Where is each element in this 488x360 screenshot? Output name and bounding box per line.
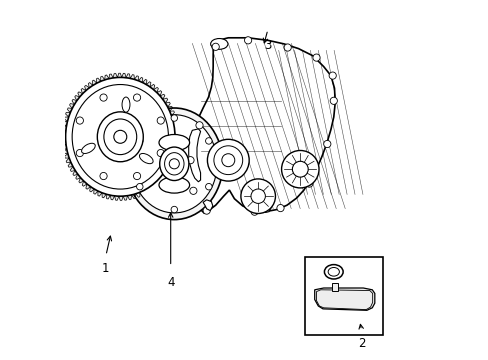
- Circle shape: [157, 149, 164, 157]
- Polygon shape: [61, 73, 179, 201]
- Circle shape: [171, 206, 177, 213]
- Circle shape: [205, 138, 212, 144]
- Ellipse shape: [139, 153, 153, 164]
- Polygon shape: [203, 200, 212, 211]
- Circle shape: [169, 159, 179, 169]
- Circle shape: [133, 172, 141, 180]
- Circle shape: [205, 184, 212, 190]
- Circle shape: [281, 150, 318, 188]
- Circle shape: [241, 179, 275, 213]
- Ellipse shape: [103, 119, 137, 155]
- Circle shape: [312, 54, 320, 61]
- Ellipse shape: [97, 112, 143, 162]
- Circle shape: [189, 187, 197, 194]
- Circle shape: [76, 149, 83, 157]
- Text: 3: 3: [264, 39, 271, 51]
- Ellipse shape: [160, 147, 188, 181]
- Polygon shape: [314, 288, 374, 310]
- Ellipse shape: [122, 97, 130, 112]
- Ellipse shape: [159, 135, 189, 151]
- Circle shape: [329, 97, 337, 104]
- Circle shape: [114, 130, 126, 143]
- Circle shape: [136, 184, 142, 190]
- Circle shape: [323, 140, 330, 148]
- Circle shape: [171, 115, 177, 121]
- Ellipse shape: [125, 108, 223, 220]
- Circle shape: [328, 72, 336, 79]
- Ellipse shape: [131, 115, 217, 213]
- Ellipse shape: [159, 177, 189, 193]
- Circle shape: [76, 117, 83, 124]
- Circle shape: [133, 94, 141, 101]
- Circle shape: [244, 37, 251, 44]
- Circle shape: [100, 94, 107, 101]
- Circle shape: [212, 43, 219, 50]
- Circle shape: [250, 208, 258, 215]
- Text: 1: 1: [102, 262, 109, 275]
- Ellipse shape: [210, 39, 227, 49]
- Circle shape: [157, 117, 164, 124]
- Bar: [305, 257, 383, 335]
- Circle shape: [250, 189, 265, 203]
- Circle shape: [203, 207, 210, 214]
- Circle shape: [222, 154, 234, 167]
- Circle shape: [305, 180, 312, 187]
- Circle shape: [207, 139, 249, 181]
- Text: 2: 2: [357, 337, 365, 350]
- Circle shape: [276, 204, 284, 212]
- Circle shape: [136, 138, 142, 144]
- Ellipse shape: [65, 77, 175, 196]
- Bar: [331, 283, 337, 291]
- Polygon shape: [188, 129, 200, 182]
- Text: 4: 4: [166, 276, 174, 289]
- Circle shape: [186, 157, 194, 164]
- Circle shape: [292, 161, 307, 177]
- Polygon shape: [188, 38, 335, 213]
- Ellipse shape: [81, 143, 95, 153]
- Polygon shape: [260, 202, 271, 212]
- Circle shape: [100, 172, 107, 180]
- Circle shape: [196, 122, 203, 129]
- Ellipse shape: [164, 153, 183, 175]
- Circle shape: [284, 44, 291, 51]
